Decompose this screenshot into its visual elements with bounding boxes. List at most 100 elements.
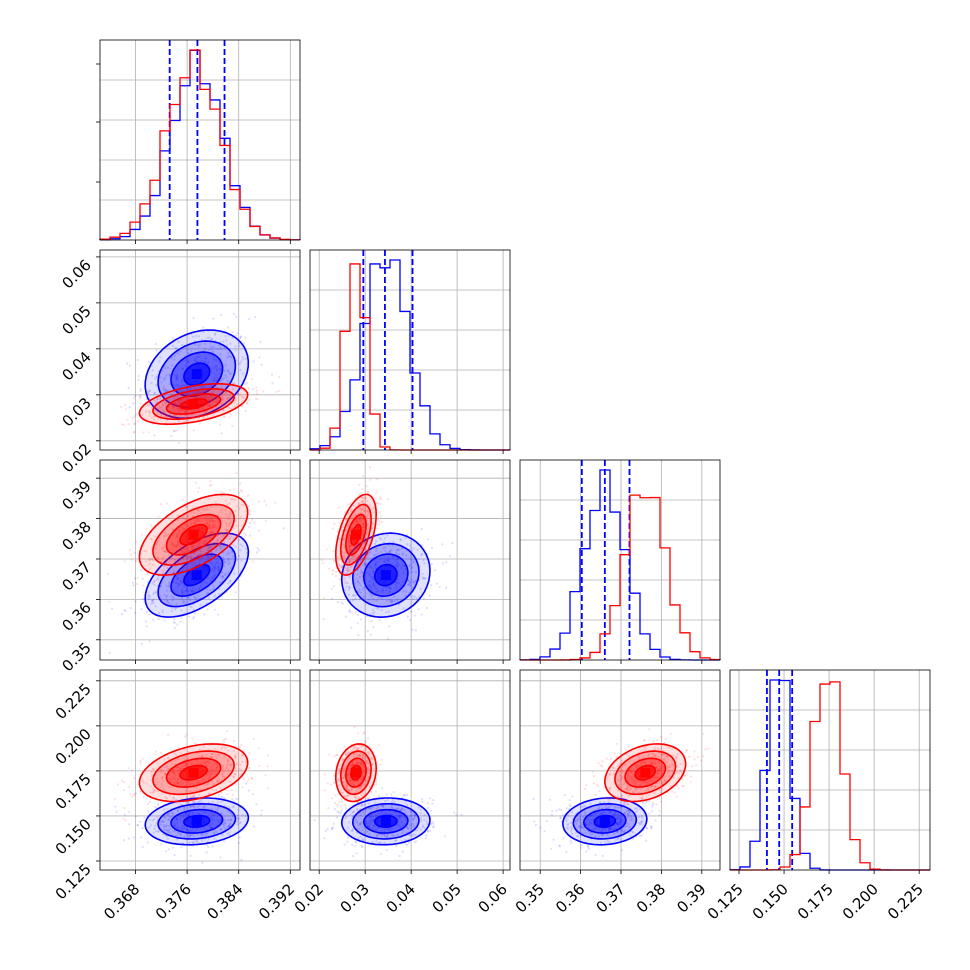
sample-point bbox=[179, 408, 182, 411]
sample-point bbox=[165, 374, 168, 377]
sample-point bbox=[601, 854, 604, 857]
sample-point bbox=[205, 362, 209, 365]
sample-point bbox=[230, 789, 233, 792]
sample-point bbox=[172, 406, 175, 409]
sample-point bbox=[228, 372, 231, 375]
sample-point bbox=[200, 391, 203, 394]
sample-point bbox=[223, 840, 226, 843]
sample-point bbox=[122, 839, 126, 842]
sample-point bbox=[158, 360, 161, 363]
sample-point bbox=[218, 368, 221, 371]
sample-point bbox=[355, 577, 358, 580]
sample-point bbox=[203, 385, 206, 388]
sample-point bbox=[146, 528, 149, 531]
sample-point bbox=[124, 403, 127, 406]
sample-point bbox=[129, 606, 132, 610]
sample-point bbox=[175, 429, 178, 432]
sample-point bbox=[358, 493, 361, 496]
sample-point bbox=[173, 354, 176, 357]
sample-point bbox=[331, 826, 334, 829]
sample-point bbox=[180, 616, 183, 619]
sample-point bbox=[413, 614, 416, 617]
sample-point bbox=[650, 805, 654, 808]
sample-point bbox=[658, 814, 661, 817]
sample-point bbox=[580, 846, 583, 849]
sample-point bbox=[232, 382, 236, 385]
sample-point bbox=[195, 390, 198, 393]
sample-point bbox=[221, 398, 224, 401]
sample-point bbox=[248, 318, 251, 321]
sample-point bbox=[350, 626, 353, 629]
sample-point bbox=[193, 806, 196, 809]
sample-point bbox=[213, 378, 216, 381]
sample-point bbox=[375, 478, 379, 481]
sample-point bbox=[229, 399, 232, 402]
sample-point bbox=[366, 490, 369, 493]
sample-point bbox=[176, 373, 179, 376]
sample-point bbox=[197, 335, 201, 338]
sample-point bbox=[234, 560, 237, 563]
sample-point bbox=[147, 410, 150, 413]
sample-point bbox=[200, 359, 203, 362]
sample-point bbox=[140, 396, 143, 399]
sample-point bbox=[195, 481, 198, 484]
sample-point bbox=[226, 356, 229, 359]
sample-point bbox=[175, 377, 178, 380]
sample-point bbox=[426, 802, 429, 805]
sample-point bbox=[206, 405, 209, 408]
sample-point bbox=[239, 388, 242, 391]
sample-point bbox=[370, 620, 373, 623]
sample-point bbox=[335, 570, 338, 573]
sample-point bbox=[186, 574, 189, 577]
sample-point bbox=[173, 402, 177, 405]
sample-point bbox=[219, 562, 222, 565]
sample-point bbox=[152, 418, 156, 421]
sample-point bbox=[157, 802, 160, 805]
sample-point bbox=[157, 404, 160, 407]
sample-point bbox=[259, 340, 262, 343]
sample-point bbox=[198, 387, 201, 390]
sample-point bbox=[195, 391, 198, 394]
sample-point bbox=[120, 779, 123, 782]
sample-point bbox=[196, 360, 199, 363]
sample-point bbox=[218, 372, 221, 375]
sample-point bbox=[137, 420, 140, 423]
sample-point bbox=[156, 397, 159, 400]
sample-point bbox=[160, 411, 163, 415]
sample-point bbox=[224, 364, 227, 367]
sample-point bbox=[230, 381, 233, 384]
sample-point bbox=[138, 397, 141, 400]
sample-point bbox=[186, 418, 190, 422]
sample-point bbox=[207, 396, 210, 399]
sample-point bbox=[134, 395, 137, 398]
sample-point bbox=[196, 356, 199, 359]
sample-point bbox=[179, 394, 182, 397]
sample-point bbox=[229, 372, 232, 375]
sample-point bbox=[424, 837, 427, 840]
sample-point bbox=[214, 400, 217, 403]
sample-point bbox=[381, 531, 384, 534]
sample-point bbox=[378, 618, 381, 621]
sample-point bbox=[221, 377, 224, 380]
sample-point bbox=[194, 359, 197, 362]
sample-point bbox=[240, 858, 243, 861]
sample-point bbox=[323, 837, 326, 840]
sample-point bbox=[205, 395, 208, 399]
sample-point bbox=[451, 542, 454, 545]
sample-point bbox=[217, 390, 220, 393]
sample-point bbox=[150, 416, 153, 419]
sample-point bbox=[157, 617, 160, 621]
sample-point bbox=[379, 511, 382, 514]
sample-point bbox=[133, 551, 136, 554]
sample-point bbox=[208, 336, 211, 339]
sample-point bbox=[108, 600, 111, 603]
sample-point bbox=[235, 783, 238, 786]
sample-point bbox=[133, 415, 136, 418]
sample-point bbox=[238, 836, 241, 839]
sample-point bbox=[228, 416, 232, 419]
sample-point bbox=[409, 619, 412, 622]
sample-point bbox=[154, 750, 157, 753]
sample-point bbox=[402, 794, 405, 797]
sample-point bbox=[326, 828, 329, 831]
sample-point bbox=[154, 578, 157, 582]
